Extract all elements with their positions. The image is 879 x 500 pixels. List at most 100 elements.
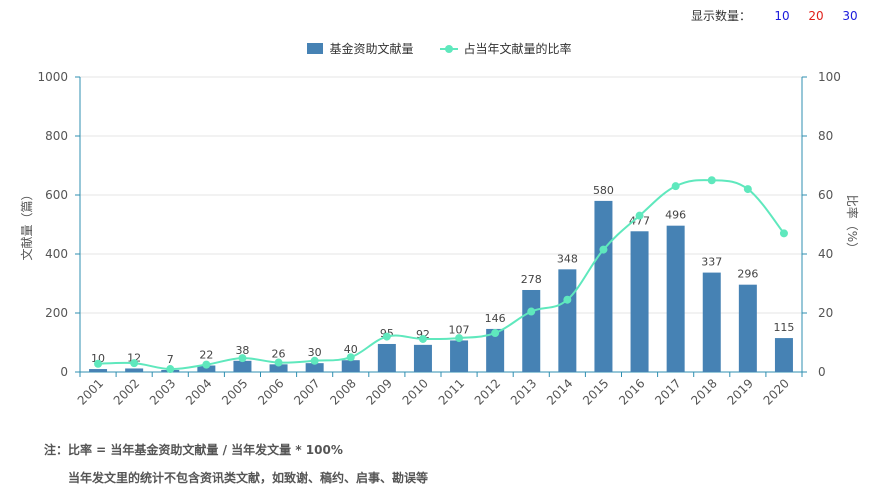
legend-bar-swatch — [307, 43, 324, 54]
bar — [413, 344, 432, 372]
legend-item-bar[interactable]: 基金资助文献量 — [307, 40, 414, 57]
x-tick-label: 2001 — [75, 376, 106, 407]
y-tick-label: 200 — [45, 306, 68, 320]
bar — [594, 200, 613, 372]
ratio-point — [743, 185, 752, 194]
bar-data-label: 38 — [235, 344, 249, 357]
ratio-point — [779, 229, 788, 238]
x-tick-label: 2009 — [363, 376, 394, 407]
bar-data-label: 278 — [521, 273, 542, 286]
bar — [522, 289, 541, 372]
ratio-point — [707, 176, 716, 185]
x-tick-label: 2011 — [436, 376, 467, 407]
bar — [341, 360, 360, 372]
display-count-option-30[interactable]: 30 — [842, 8, 858, 23]
bar — [125, 368, 144, 372]
y-tick-label: 800 — [45, 129, 68, 143]
bar-data-label: 115 — [773, 321, 794, 334]
x-tick-label: 2003 — [147, 376, 178, 407]
x-tick-label: 2006 — [255, 376, 286, 407]
chart-legend: 基金资助文献量 占当年文献量的比率 — [0, 40, 879, 57]
y-tick-label: 1000 — [37, 70, 68, 84]
x-tick-label: 2005 — [219, 376, 250, 407]
bar-data-label: 10 — [91, 352, 105, 365]
bar-data-label: 22 — [199, 349, 213, 362]
legend-bar-label: 基金资助文献量 — [329, 42, 414, 56]
display-count-option-20[interactable]: 20 — [808, 8, 824, 23]
x-tick-label: 2015 — [580, 376, 611, 407]
ratio-point — [166, 365, 175, 374]
x-tick-label: 2008 — [327, 376, 358, 407]
x-tick-label: 2010 — [400, 376, 431, 407]
y2-tick-label: 80 — [818, 129, 833, 143]
bar-data-label: 26 — [272, 347, 286, 360]
y2-tick-label: 0 — [818, 365, 826, 379]
legend-item-line[interactable]: 占当年文献量的比率 — [439, 40, 572, 57]
x-tick-label: 2012 — [472, 376, 503, 407]
chart-area: 0 200 400 600 800 1000 0 20 40 60 80 100 文献量（篇） 比率（%）… — [19, 70, 860, 408]
display-count-label: 显示数量： — [690, 9, 751, 23]
bar — [666, 225, 685, 372]
bar — [774, 338, 793, 372]
ratio-point — [418, 334, 427, 343]
bar-data-label: 146 — [485, 312, 506, 325]
bar-data-label: 477 — [629, 214, 650, 227]
bar — [89, 369, 108, 372]
note-exclusions: 当年发文里的统计不包含资讯类文献，如致谢、稿约、启事、勘误等 — [68, 471, 429, 485]
x-tick-label: 2019 — [724, 376, 755, 407]
bar — [305, 363, 324, 372]
y2-tick-label: 60 — [818, 188, 833, 202]
ratio-point — [599, 245, 608, 254]
bar-data-label: 12 — [127, 351, 141, 364]
y2-tick-label: 100 — [818, 70, 841, 84]
legend-line-swatch — [439, 44, 458, 54]
bar — [486, 328, 505, 372]
x-tick-label: 2018 — [688, 376, 719, 407]
ratio-point — [94, 359, 103, 368]
note-ratio-definition: 注：比率 = 当年基金资助文献量 / 当年发文量 * 100% — [44, 443, 343, 457]
y-axis-title: 文献量（篇） — [19, 188, 34, 260]
y2-tick-label: 40 — [818, 247, 833, 261]
ratio-point — [635, 211, 644, 220]
x-tick-label: 2016 — [616, 376, 647, 407]
x-tick-label: 2002 — [111, 376, 142, 407]
bar-data-label: 30 — [308, 346, 322, 359]
bar-data-label: 40 — [344, 343, 358, 356]
ratio-point — [527, 307, 536, 316]
legend-line-label: 占当年文献量的比率 — [463, 42, 572, 56]
bar-data-label: 337 — [701, 256, 722, 269]
x-tick-label: 2007 — [291, 376, 322, 407]
bar — [702, 272, 721, 372]
y2-axis-title: 比率（%） — [845, 195, 860, 254]
ratio-point — [455, 334, 464, 343]
ratio-point — [563, 295, 572, 304]
bar-data-label: 296 — [737, 268, 758, 281]
display-count-control: 显示数量： 10 20 30 — [691, 7, 867, 24]
bar — [630, 231, 649, 372]
bar — [269, 364, 288, 372]
bar — [197, 365, 216, 372]
x-tick-label: 2013 — [508, 376, 539, 407]
display-count-option-10[interactable]: 10 — [774, 8, 790, 23]
x-tick-label: 2004 — [183, 376, 214, 407]
ratio-point — [130, 359, 139, 368]
x-tick-label: 2014 — [544, 376, 575, 407]
ratio-point — [202, 360, 211, 369]
y-tick-label: 0 — [60, 365, 68, 379]
y-tick-label: 600 — [45, 188, 68, 202]
bar-data-label: 348 — [557, 252, 578, 265]
ratio-point — [238, 354, 247, 363]
ratio-point — [274, 358, 283, 367]
ratio-point — [491, 329, 500, 338]
bar — [377, 343, 396, 372]
bar-data-label: 580 — [593, 184, 614, 197]
y-tick-label: 400 — [45, 247, 68, 261]
x-tick-label: 2020 — [761, 376, 792, 407]
ratio-point — [346, 353, 355, 362]
ratio-point — [382, 332, 391, 341]
y2-tick-label: 20 — [818, 306, 833, 320]
bar — [450, 340, 469, 372]
x-tick-label: 2017 — [652, 376, 683, 407]
bar — [558, 269, 577, 372]
bar-data-label: 7 — [167, 353, 174, 366]
